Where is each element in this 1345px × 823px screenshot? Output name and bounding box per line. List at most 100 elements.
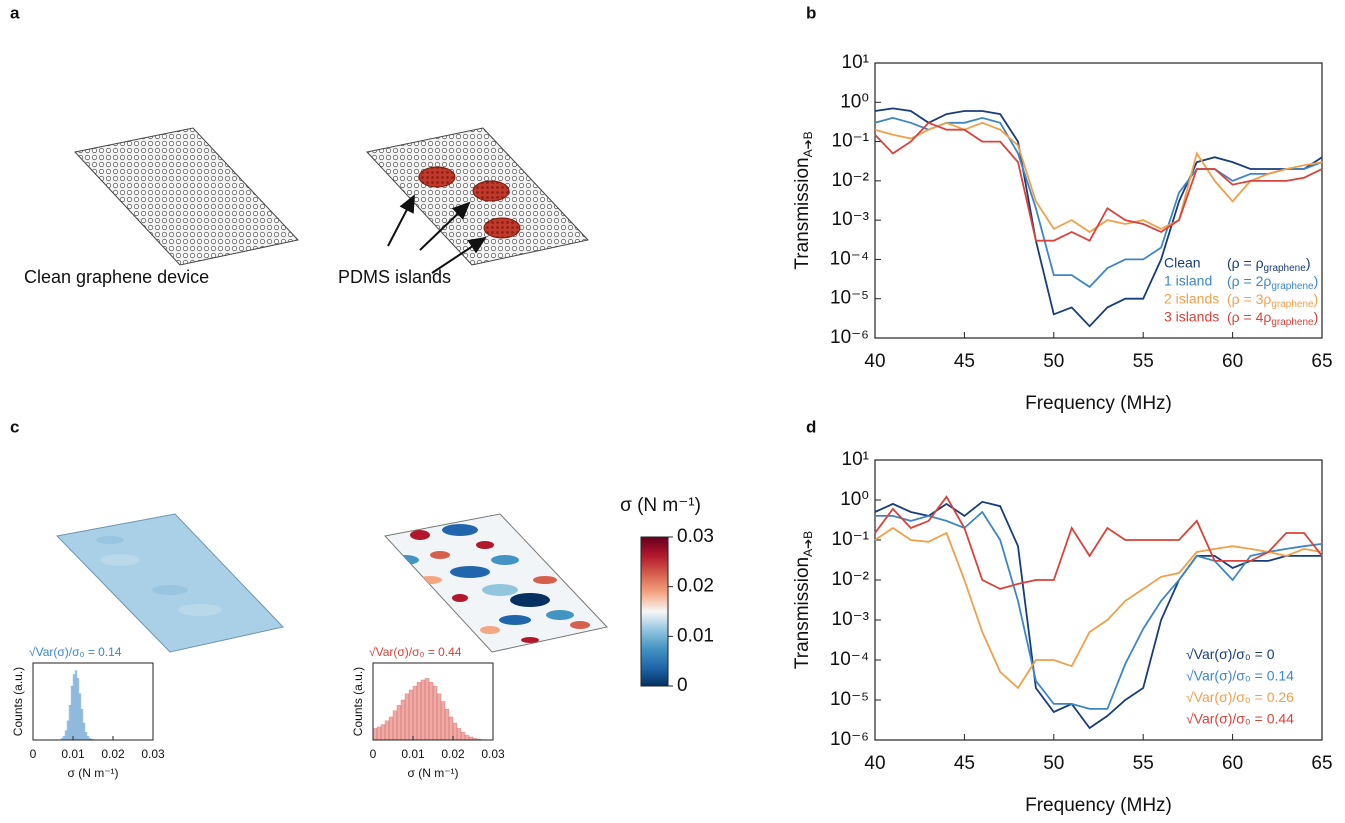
y-tick-label: 10⁰ <box>840 91 869 112</box>
histogram-bar <box>73 675 75 740</box>
histogram-bar <box>457 728 461 740</box>
y-tick-label: 10⁻³ <box>832 609 870 630</box>
legend-label: √Var(σ)/σ₀ = 0.26 <box>1186 689 1294 705</box>
y-axis-label: Counts (a.u.) <box>351 667 365 736</box>
x-tick-label: 0.01 <box>61 747 85 761</box>
legend-annotation: (ρ = 3ρgraphene) <box>1227 291 1318 310</box>
panel-label: b <box>806 3 816 22</box>
histogram-bar <box>373 728 377 740</box>
y-tick-label: 10⁻¹ <box>832 131 870 152</box>
histogram-bar <box>413 686 417 740</box>
histogram-bar <box>381 725 385 740</box>
graphene-sheet <box>75 128 298 265</box>
colorbar-title: σ (N m⁻¹) <box>620 495 701 516</box>
legend-label: 2 islands <box>1164 291 1219 307</box>
stress-map <box>57 514 283 652</box>
histogram-bar <box>453 723 457 740</box>
x-tick-label: 50 <box>1043 753 1064 774</box>
histogram-bar <box>385 721 389 740</box>
histogram-bar <box>425 678 429 740</box>
y-axis-label: Counts (a.u.) <box>11 667 25 736</box>
y-axis-label: TransmissionA➔B <box>792 131 815 269</box>
histogram-bar <box>65 731 67 740</box>
legend-label: Clean <box>1164 255 1201 271</box>
x-tick-label: 65 <box>1311 351 1332 372</box>
x-axis-label: Frequency (MHz) <box>1025 393 1172 414</box>
y-tick-label: 10⁻³ <box>832 209 870 230</box>
x-tick-label: 0.02 <box>101 747 125 761</box>
y-axis-label-sub: A➔B <box>801 131 815 157</box>
histogram-bar <box>433 686 437 740</box>
annotation-text: (ρ = 2ρ <box>1227 273 1271 289</box>
x-axis-label: σ (N m⁻¹) <box>407 766 458 780</box>
y-tick-label: 10⁰ <box>840 489 869 510</box>
histogram-bar <box>437 694 441 740</box>
annotation-text: ) <box>1306 255 1311 271</box>
y-tick-label: 10⁻⁶ <box>830 327 869 348</box>
histogram-bar <box>401 700 405 740</box>
x-tick-label: 0.03 <box>481 747 505 761</box>
annotation-sub: graphene <box>1271 317 1314 328</box>
legend-label: 1 island <box>1164 273 1212 289</box>
x-axis-label: σ (N m⁻¹) <box>67 766 118 780</box>
histogram-bar <box>71 686 73 740</box>
x-tick-label: 0.02 <box>441 747 465 761</box>
series-line <box>875 123 1322 241</box>
legend-label: √Var(σ)/σ₀ = 0 <box>1186 646 1275 662</box>
colorbar-tick-label: 0 <box>677 675 688 696</box>
arrow <box>388 196 414 246</box>
caption: PDMS islands <box>338 267 451 287</box>
histogram-bar <box>417 682 421 740</box>
x-tick-label: 0.01 <box>401 747 425 761</box>
histogram-bar <box>389 717 393 740</box>
histogram-bar <box>63 736 65 740</box>
annotation-text: ) <box>1314 291 1319 307</box>
x-axis-label: Frequency (MHz) <box>1025 795 1172 816</box>
legend-annotation: (ρ = 2ρgraphene) <box>1227 273 1318 292</box>
legend-label: √Var(σ)/σ₀ = 0.14 <box>1186 668 1294 684</box>
y-tick-label: 10⁻¹ <box>832 529 870 550</box>
y-tick-label: 10⁻⁶ <box>830 729 869 750</box>
y-tick-label: 10⁻⁵ <box>830 288 869 309</box>
histogram-bar <box>429 682 433 740</box>
histogram-bar <box>393 711 397 740</box>
annotation-text: (ρ = 3ρ <box>1227 291 1271 307</box>
x-tick-label: 65 <box>1311 753 1332 774</box>
annotation-text: (ρ = 4ρ <box>1227 309 1271 325</box>
histogram-bar <box>397 705 401 740</box>
y-tick-label: 10⁻² <box>832 170 870 191</box>
x-tick-label: 40 <box>864 753 885 774</box>
series-line <box>875 497 1322 589</box>
y-tick-label: 10¹ <box>842 52 869 73</box>
y-axis-label-main: Transmission <box>792 157 813 269</box>
annotation-text: ) <box>1314 273 1319 289</box>
x-tick-label: 55 <box>1133 753 1154 774</box>
annotation-text: ) <box>1314 309 1319 325</box>
histogram-bar <box>69 705 71 740</box>
histogram-title: √Var(σ)/σ₀ = 0.14 <box>29 645 122 659</box>
histogram-bar <box>405 694 409 740</box>
x-tick-label: 0 <box>30 747 37 761</box>
histogram-bar <box>421 680 425 740</box>
annotation-sub: graphene <box>1271 299 1314 310</box>
y-axis-label: TransmissionA➔B <box>792 531 815 669</box>
legend-annotation: (ρ = ρgraphene) <box>1227 255 1310 274</box>
histogram-bar <box>445 709 449 740</box>
histogram-bar <box>77 678 79 740</box>
plot-frame <box>33 663 153 740</box>
histogram-title: √Var(σ)/σ₀ = 0.44 <box>369 645 462 659</box>
histogram-bar <box>85 732 87 740</box>
colorbar <box>641 537 668 686</box>
colorbar-tick-label: 0.03 <box>677 526 714 547</box>
x-tick-label: 60 <box>1222 753 1243 774</box>
histogram-bar <box>67 721 69 740</box>
histogram-bar <box>75 671 77 740</box>
y-tick-label: 10⁻⁵ <box>830 689 869 710</box>
legend-label: √Var(σ)/σ₀ = 0.44 <box>1186 711 1294 727</box>
series-line <box>875 528 1322 688</box>
histogram-bar <box>461 732 465 740</box>
y-tick-label: 10⁻² <box>832 569 870 590</box>
